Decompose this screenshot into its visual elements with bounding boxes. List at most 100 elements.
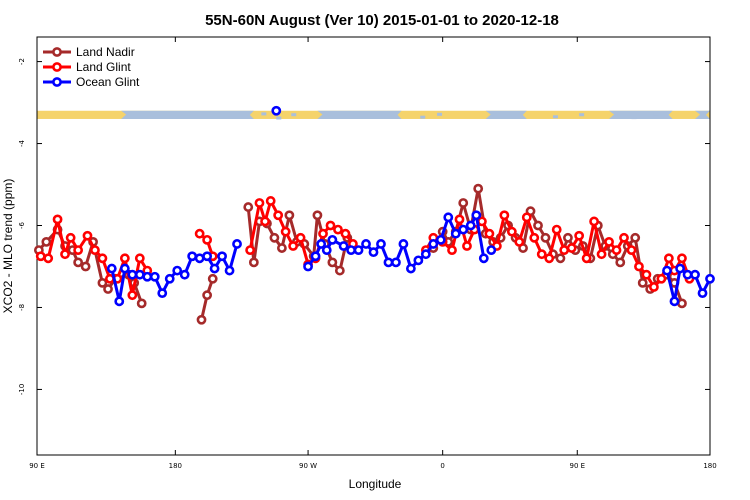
data-point	[149, 271, 160, 282]
map-strip-ocean	[653, 112, 659, 116]
data-point	[318, 228, 328, 239]
data-point	[207, 273, 218, 284]
data-point	[435, 234, 446, 245]
y-tick-label: -10	[18, 384, 26, 395]
data-point	[243, 202, 254, 212]
data-point	[254, 198, 265, 208]
data-point	[194, 253, 205, 264]
data-point	[114, 296, 125, 307]
data-point	[630, 232, 641, 243]
data-point	[405, 263, 416, 274]
data-point	[361, 239, 371, 249]
data-point	[563, 232, 573, 243]
data-point	[202, 290, 213, 301]
data-point	[217, 251, 227, 262]
data-point	[334, 265, 345, 276]
data-point	[536, 249, 547, 260]
data-point	[462, 241, 472, 251]
data-point	[60, 249, 70, 260]
data-point	[202, 234, 213, 245]
data-point	[465, 220, 476, 231]
data-point	[458, 198, 469, 208]
data-point	[312, 210, 323, 221]
data-point	[119, 263, 130, 274]
legend-swatch-marker	[52, 62, 62, 72]
data-point	[127, 269, 138, 280]
data-point	[52, 214, 63, 225]
data-point	[486, 245, 497, 255]
series-layer	[33, 105, 715, 325]
data-point	[232, 239, 242, 249]
data-point	[398, 239, 409, 249]
data-point	[284, 210, 295, 221]
data-point	[391, 257, 401, 268]
data-point	[288, 241, 299, 251]
data-point	[428, 239, 439, 249]
data-point	[80, 261, 91, 272]
legend-label: Land Nadir	[76, 45, 135, 59]
data-point	[454, 214, 465, 225]
x-tick-label: 180	[703, 462, 716, 470]
data-point	[596, 249, 607, 260]
data-point	[615, 257, 626, 268]
data-point	[540, 232, 551, 243]
data-point	[97, 253, 108, 264]
data-point	[209, 263, 220, 274]
data-point	[276, 243, 287, 253]
map-strip-ocean	[631, 116, 637, 120]
data-point	[134, 269, 145, 280]
data-point	[484, 228, 495, 239]
data-point	[157, 288, 168, 299]
data-point	[499, 210, 510, 221]
data-point	[551, 224, 562, 235]
data-point	[97, 277, 108, 288]
data-point	[420, 249, 431, 260]
data-point	[675, 263, 685, 274]
axis-ticks: 90 E 180 90 W 0 90 E 180 -2 -4 -6 -8 -10	[18, 37, 717, 470]
data-point	[637, 277, 648, 288]
data-point	[260, 216, 270, 227]
data-point	[134, 253, 145, 264]
data-point	[669, 296, 680, 307]
data-point	[589, 216, 599, 227]
data-point	[333, 224, 343, 235]
data-point	[325, 220, 336, 231]
data-point	[43, 253, 54, 264]
data-point	[697, 288, 708, 299]
data-point	[458, 224, 469, 235]
data-point	[677, 298, 687, 309]
chart-title: 55N-60N August (Ver 10) 2015-01-01 to 20…	[205, 12, 559, 29]
map-strip-ocean	[420, 115, 426, 119]
data-point	[136, 298, 147, 309]
y-tick-label: -8	[18, 304, 26, 311]
data-point	[506, 226, 517, 237]
x-axis-label: Longitude	[349, 477, 402, 491]
data-point	[321, 245, 332, 255]
data-point	[473, 183, 484, 194]
data-point	[103, 284, 113, 294]
data-point	[478, 253, 489, 264]
data-point	[82, 230, 93, 241]
map-strip-ocean	[276, 116, 282, 120]
data-point	[544, 253, 555, 264]
data-point	[619, 232, 629, 243]
x-tick-label: 90 E	[569, 462, 585, 470]
data-point	[450, 228, 461, 239]
data-point	[690, 269, 700, 280]
map-strip-ocean	[261, 112, 267, 116]
data-point	[413, 255, 424, 266]
series-ocean-glint	[106, 105, 715, 307]
y-axis-label: XCO2 - MLO trend (ppm)	[1, 179, 15, 314]
legend-label: Land Glint	[76, 60, 131, 74]
data-point	[280, 226, 291, 237]
legend-label: Ocean Glint	[76, 75, 140, 89]
data-point	[303, 261, 313, 272]
map-strip-ocean	[121, 110, 254, 119]
data-point	[187, 251, 198, 262]
data-point	[73, 245, 84, 255]
data-point	[106, 263, 117, 274]
data-point	[202, 251, 213, 262]
data-point	[611, 245, 622, 255]
data-point	[273, 210, 284, 221]
